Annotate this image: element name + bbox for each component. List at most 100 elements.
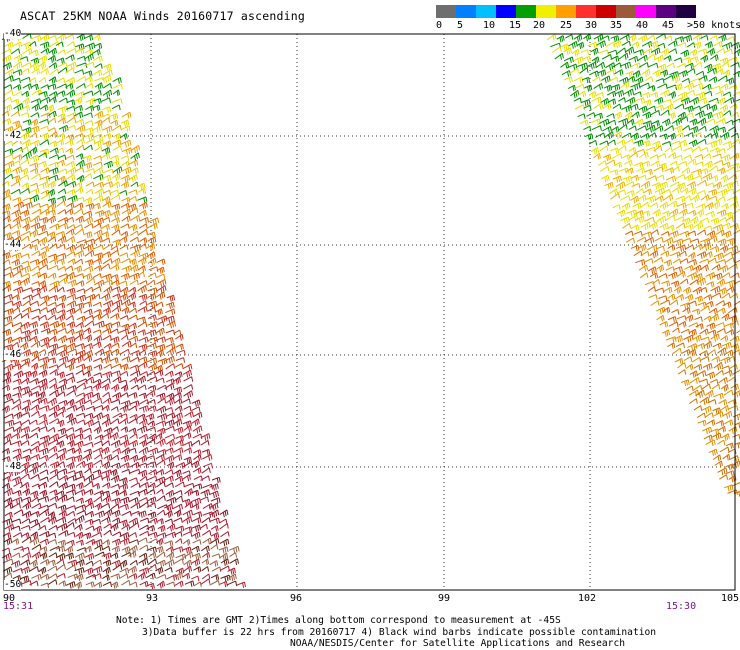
wind-barb: [648, 132, 657, 138]
wind-barb: [640, 180, 651, 189]
wind-barb: [56, 572, 66, 579]
wind-barb: [66, 539, 75, 547]
wind-barb: [13, 509, 24, 515]
wind-barb: [201, 573, 211, 580]
wind-barb: [137, 384, 147, 390]
wind-barb: [12, 567, 23, 574]
wind-barb: [55, 41, 64, 47]
wind-barb: [649, 202, 659, 208]
wind-barb: [174, 495, 183, 502]
wind-barb: [156, 285, 167, 294]
wind-barb: [38, 349, 47, 355]
wind-barb: [12, 120, 21, 128]
wind-barb: [191, 524, 201, 532]
wind-barb: [58, 399, 68, 407]
wind-barb: [644, 216, 655, 223]
wind-barb: [659, 201, 669, 210]
wind-barb: [38, 504, 49, 511]
wind-barb: [174, 580, 184, 588]
wind-barb: [200, 489, 211, 497]
wind-barb: [20, 386, 31, 394]
wind-barb: [3, 293, 13, 301]
wind-barb: [74, 440, 84, 449]
wind-barb: [73, 523, 83, 531]
wind-barb: [3, 315, 13, 323]
wind-barb: [650, 160, 661, 168]
wind-barb: [119, 315, 129, 321]
wind-barb: [93, 97, 102, 105]
wind-barb: [56, 371, 65, 379]
wind-barb: [693, 221, 704, 230]
wind-barb: [700, 238, 711, 246]
wind-barb: [721, 272, 731, 279]
wind-barb: [48, 110, 57, 118]
wind-barb: [645, 195, 657, 203]
wind-barb: [717, 439, 726, 446]
wind-barb: [29, 445, 40, 453]
wind-barb: [11, 358, 20, 366]
wind-barb: [674, 36, 684, 43]
wind-barb: [675, 195, 686, 203]
wind-barb: [48, 76, 57, 84]
wind-barb: [734, 300, 740, 306]
wind-barb: [20, 525, 31, 531]
wind-barb: [709, 35, 718, 41]
wind-barb: [583, 104, 592, 111]
wind-barb: [84, 480, 94, 488]
wind-barb: [137, 271, 145, 277]
wind-barb: [92, 273, 102, 279]
wind-barb: [103, 454, 113, 462]
wind-barb: [670, 280, 680, 288]
wind-barb: [121, 340, 132, 348]
wind-barb: [111, 104, 121, 111]
wind-barb: [94, 502, 103, 511]
wind-barb: [12, 300, 22, 309]
wind-barb: [165, 301, 175, 309]
wind-barb: [75, 573, 84, 582]
wind-barb: [100, 312, 109, 319]
wind-barb: [663, 35, 673, 41]
wind-barb: [48, 253, 58, 260]
wind-barb: [650, 91, 659, 99]
wind-barb: [710, 313, 719, 322]
wind-barb: [689, 48, 698, 57]
wind-barb: [84, 488, 94, 496]
wind-barb: [38, 285, 48, 293]
wind-barb: [110, 581, 119, 589]
wind-barb: [684, 105, 694, 113]
wind-barb: [700, 54, 709, 63]
wind-barb: [218, 546, 229, 554]
wind-barb: [29, 244, 39, 251]
wind-barb: [642, 48, 653, 55]
wind-barb: [22, 287, 34, 293]
wind-barb: [693, 273, 703, 281]
wind-barb: [721, 292, 731, 299]
wind-barb: [30, 57, 40, 65]
wind-barb: [653, 125, 664, 132]
wind-barb: [688, 258, 697, 266]
wind-barb: [128, 427, 137, 435]
wind-barb: [58, 124, 69, 133]
wind-barb: [590, 147, 600, 155]
lon-label: 105: [721, 593, 740, 604]
wind-barb: [684, 265, 694, 272]
wind-barb: [683, 334, 694, 343]
wind-barb: [130, 152, 140, 161]
wind-barb: [75, 91, 85, 98]
wind-barb: [103, 286, 113, 295]
wind-barb: [166, 581, 176, 588]
wind-barb: [84, 223, 94, 229]
wind-barb: [12, 448, 22, 455]
wind-barb: [685, 385, 694, 392]
wind-barb: [620, 81, 630, 89]
wind-barb: [147, 384, 157, 392]
wind-barb: [696, 251, 707, 259]
wind-barb: [164, 447, 174, 454]
wind-barb: [157, 524, 166, 533]
wind-barb: [659, 321, 669, 328]
wind-barb: [146, 546, 157, 553]
wind-barb: [31, 543, 42, 551]
wind-barb: [1, 552, 12, 561]
wind-barb: [93, 229, 103, 238]
wind-barb: [94, 82, 103, 90]
